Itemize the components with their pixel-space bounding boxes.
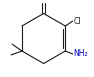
Text: O: O	[40, 0, 47, 1]
Text: NH₂: NH₂	[73, 49, 88, 58]
Text: Cl: Cl	[73, 17, 81, 26]
